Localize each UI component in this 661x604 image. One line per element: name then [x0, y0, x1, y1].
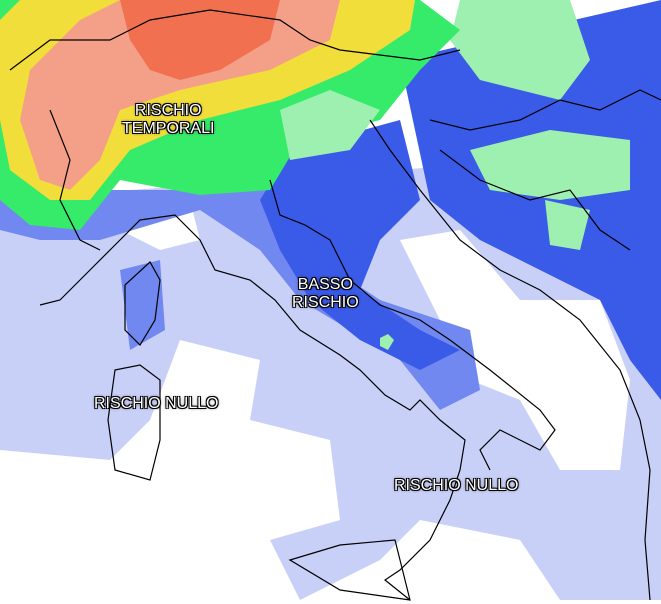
- mild-risk-area: [280, 90, 380, 160]
- label-line: RISCHIO: [292, 294, 359, 311]
- no-risk-area: [400, 230, 630, 470]
- swiss-border: [49, 109, 101, 251]
- mild-risk-spot: [380, 334, 394, 350]
- italy-coastline: [39, 214, 466, 601]
- sardinia: [107, 364, 161, 481]
- minimal-risk-area: [10, 410, 50, 445]
- very-high-risk-area: [120, 0, 280, 80]
- label-rischio-nullo-west: RISCHIO NULLO: [94, 395, 219, 412]
- borders-and-coastlines: [9, 9, 661, 601]
- corsica: [124, 261, 161, 346]
- label-rischio-nullo-south: RISCHIO NULLO: [394, 477, 519, 494]
- label-line: RISCHIO: [134, 102, 202, 119]
- low-risk-area: [120, 260, 165, 350]
- sicily: [288, 539, 411, 601]
- minimal-risk-area: [0, 150, 661, 600]
- label-line: BASSO: [297, 276, 353, 293]
- high-risk-area: [20, 0, 340, 190]
- label-basso-rischio: BASSO RISCHIO: [292, 276, 359, 312]
- label-rischio-temporali: RISCHIO TEMPORALI: [122, 102, 214, 138]
- alpine-border: [9, 9, 461, 71]
- mild-risk-area: [545, 200, 590, 250]
- low-risk-area: [260, 120, 460, 370]
- balkan-border: [429, 89, 661, 131]
- balkan-border: [439, 149, 631, 251]
- label-line: TEMPORALI: [122, 120, 215, 137]
- balkan-coast: [369, 119, 651, 601]
- mild-risk-area: [450, 0, 590, 100]
- italy-adriatic-coast: [269, 179, 556, 471]
- mild-risk-area: [470, 130, 630, 200]
